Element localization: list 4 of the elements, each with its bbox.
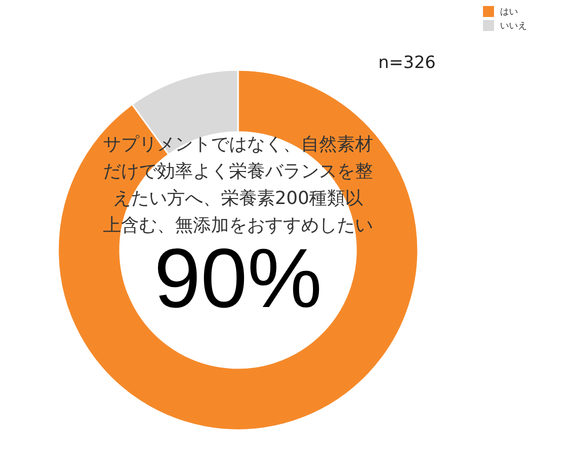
donut-slice	[57, 69, 419, 430]
legend-label: いいえ	[500, 22, 527, 32]
legend-label: はい	[500, 8, 518, 18]
text: n=326	[378, 53, 436, 73]
